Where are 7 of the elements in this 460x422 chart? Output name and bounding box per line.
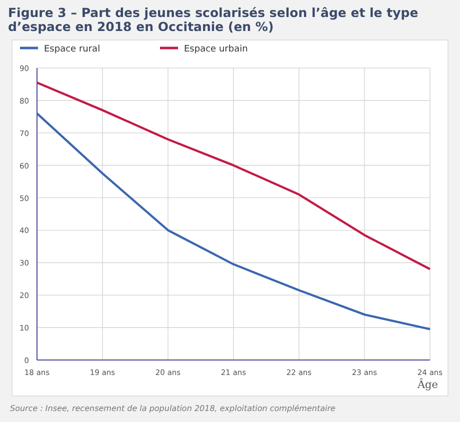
chart-title: Figure 3 – Part des jeunes scolarisés selon l’âge et le type d’espace en 2018 en Occitanie (en %) <box>8 5 418 34</box>
source-note: Source : Insee, recensement de la population 2018, exploitation complémentaire <box>10 404 336 413</box>
legend-label: Espace urbain <box>184 44 248 54</box>
legend-label: Espace rural <box>44 44 100 54</box>
line-series <box>36 82 432 270</box>
x-axis-title: Âge <box>416 378 438 391</box>
line-series <box>36 112 432 330</box>
